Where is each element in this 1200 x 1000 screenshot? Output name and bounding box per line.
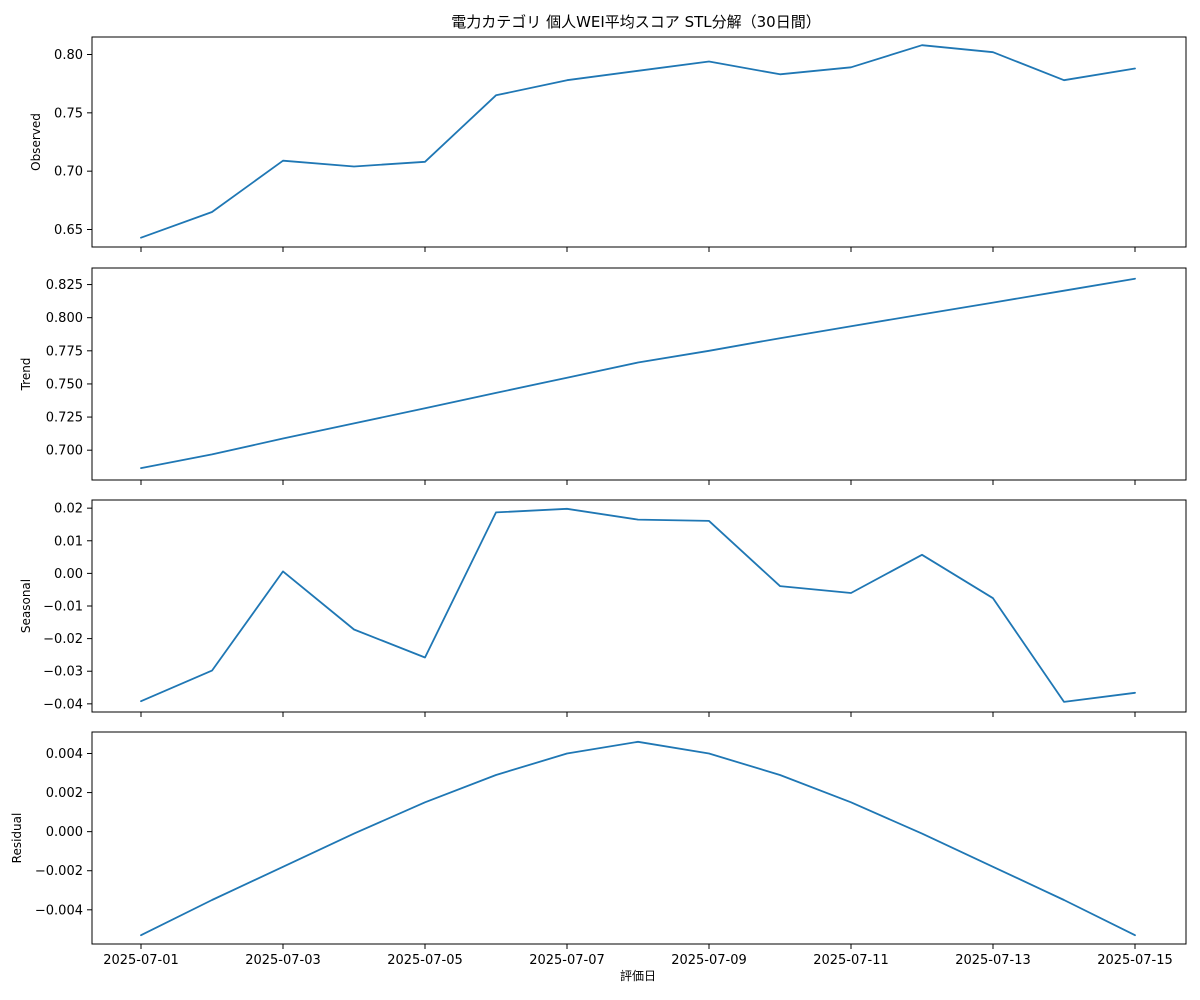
y-tick-label: 0.775 bbox=[46, 344, 83, 359]
y-tick-label: 0.01 bbox=[54, 534, 83, 549]
y-tick-label: 0.00 bbox=[54, 567, 83, 582]
y-tick-label: −0.004 bbox=[35, 903, 83, 918]
x-tick-label: 2025-07-11 bbox=[813, 953, 889, 968]
panel-trend: 0.700 0.725 0.750 0.775 0.800 0.825 Trend bbox=[19, 267, 1187, 485]
y-axis-label: Trend bbox=[19, 358, 33, 392]
x-axis-label: 評価日 bbox=[620, 968, 656, 983]
x-tick-label: 2025-07-07 bbox=[529, 953, 605, 968]
y-tick-label: 0.825 bbox=[46, 278, 83, 293]
plot-frame bbox=[91, 36, 1187, 248]
panels-group: 0.650.700.750.80Observed0.7000.7250.7500… bbox=[10, 36, 1187, 968]
y-tick-label: 0.65 bbox=[54, 223, 83, 238]
y-tick-label: 0.700 bbox=[46, 444, 83, 459]
panel-residual: −0.004 −0.002 0.000 0.002 0.004 Residual bbox=[10, 731, 1187, 949]
chart-title: 電力カテゴリ 個人WEI平均スコア STL分解（30日間） bbox=[451, 13, 820, 31]
y-tick-label: 0.725 bbox=[46, 411, 83, 426]
y-tick-label: 0.004 bbox=[46, 747, 83, 762]
y-axis-label: Observed bbox=[29, 113, 43, 171]
plot-frame bbox=[91, 499, 1187, 713]
y-tick-label: 0.80 bbox=[54, 48, 83, 63]
series-line-seasonal bbox=[140, 507, 1136, 703]
y-tick-label: 0.002 bbox=[46, 786, 83, 801]
plot-frame bbox=[91, 731, 1187, 945]
y-tick-label: 0.75 bbox=[54, 106, 83, 121]
x-tick-label: 2025-07-03 bbox=[245, 953, 321, 968]
panel-seasonal: −0.04 −0.03 −0.02 −0.01 0.00 0.01 0.02 Seasonal bbox=[19, 499, 1187, 717]
y-tick-label: −0.03 bbox=[43, 665, 83, 680]
y-tick-label: −0.002 bbox=[35, 864, 83, 879]
y-tick-label: −0.02 bbox=[43, 632, 83, 647]
y-axis-label: Seasonal bbox=[19, 579, 33, 633]
plot-frame bbox=[91, 267, 1187, 481]
y-tick-label: 0.02 bbox=[54, 502, 83, 517]
y-tick-label: 0.000 bbox=[46, 825, 83, 840]
y-tick-label: −0.01 bbox=[43, 600, 83, 615]
y-tick-label: −0.04 bbox=[43, 697, 83, 712]
y-tick-label: 0.70 bbox=[54, 165, 83, 180]
x-tick-label: 2025-07-13 bbox=[955, 953, 1031, 968]
series-line-trend bbox=[140, 277, 1136, 470]
x-tick-label: 2025-07-09 bbox=[671, 953, 747, 968]
y-tick-label: 0.750 bbox=[46, 377, 83, 392]
x-tick-label: 2025-07-15 bbox=[1097, 953, 1173, 968]
series-line-observed bbox=[140, 44, 1136, 239]
series-line-residual bbox=[140, 740, 1136, 937]
x-tick-label: 2025-07-05 bbox=[387, 953, 463, 968]
x-tick-label: 2025-07-01 bbox=[103, 953, 179, 968]
panel-observed: 0.65 0.70 0.75 0.80 Observed bbox=[29, 36, 1187, 252]
y-tick-label: 0.800 bbox=[46, 311, 83, 326]
y-axis-label: Residual bbox=[10, 813, 24, 864]
